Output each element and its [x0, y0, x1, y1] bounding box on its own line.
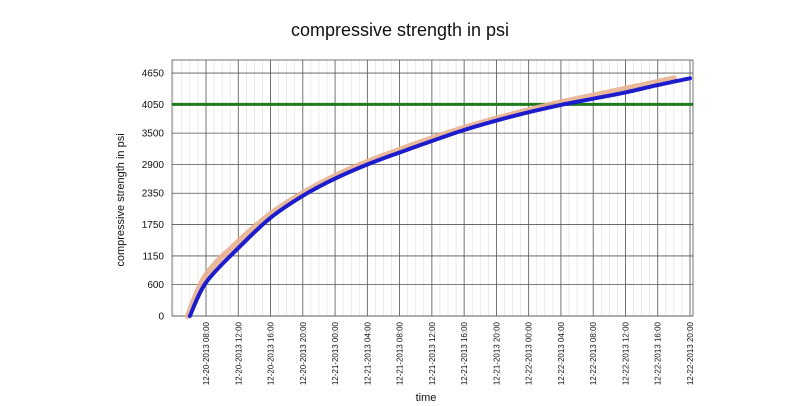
x-tick-label: 12-20-2013 12:00	[234, 321, 243, 385]
y-tick-label: 4650	[142, 69, 165, 80]
x-tick-label: 12-21-2013 12:00	[428, 321, 437, 385]
x-axis-label: time	[416, 392, 437, 404]
y-tick-label: 2350	[142, 189, 165, 200]
x-axis-ticks: 12-20-2013 08:00 12-20-2013 12:00 12-20-20…	[202, 321, 695, 385]
x-tick-label: 12-22-2013 08:00	[589, 321, 598, 385]
x-tick-label: 12-22-2013 20:00	[686, 321, 695, 385]
x-tick-label: 12-22-2013 00:00	[525, 321, 534, 385]
x-tick-label: 12-21-2013 08:00	[396, 321, 405, 385]
grid	[171, 59, 694, 317]
x-tick-label: 12-22-2013 16:00	[654, 321, 663, 385]
y-tick-label: 600	[147, 280, 164, 291]
y-tick-label: 2900	[142, 160, 165, 171]
series-line-2	[187, 76, 692, 318]
plot-frame	[171, 59, 694, 317]
x-tick-label: 12-21-2013 00:00	[331, 321, 340, 385]
y-axis-ticks: 0 600 1150 1750 2350 2900 3500 4050 4650	[142, 69, 165, 323]
x-tick-label: 12-20-2013 20:00	[299, 321, 308, 385]
x-tick-label: 12-22-2013 12:00	[621, 321, 630, 385]
x-tick-label: 12-21-2013 20:00	[492, 321, 501, 385]
y-tick-label: 0	[158, 312, 164, 323]
series-lines	[184, 75, 692, 319]
y-axis-label: compressive strength in psi	[115, 133, 127, 266]
y-tick-label: 1150	[142, 251, 164, 262]
x-tick-label: 12-21-2013 16:00	[460, 321, 469, 385]
y-tick-label: 4050	[142, 100, 165, 111]
series-line-1	[184, 75, 677, 319]
y-tick-label: 1750	[142, 220, 165, 231]
x-tick-label: 12-22-2013 04:00	[557, 321, 566, 385]
chart-title: compressive strength in psi	[290, 20, 510, 40]
y-tick-label: 3500	[142, 129, 165, 140]
x-tick-label: 12-20-2013 16:00	[267, 321, 276, 385]
x-tick-label: 12-21-2013 04:00	[363, 321, 372, 385]
x-tick-label: 12-20-2013 08:00	[202, 321, 211, 385]
